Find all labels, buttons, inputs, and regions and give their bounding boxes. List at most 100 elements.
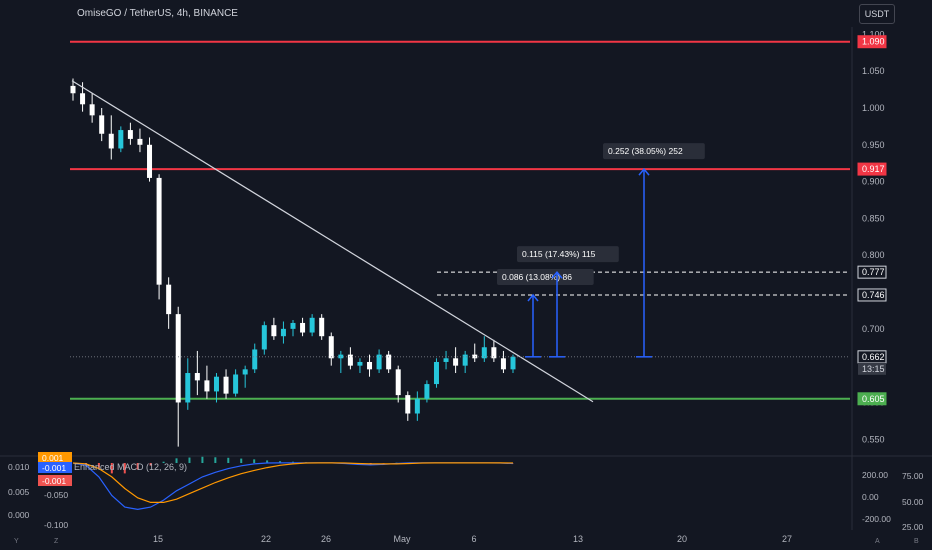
level-price-tag	[857, 288, 887, 302]
macd-left-tick: 0.005	[8, 487, 30, 497]
macd-value-label: 0.001	[42, 453, 64, 463]
rsi-axis-tick: 50.00	[902, 497, 924, 507]
candle-body	[185, 373, 191, 403]
y-tick-label: 0.900	[862, 177, 885, 187]
candle-body	[433, 361, 439, 385]
measure-arrow-head	[551, 270, 563, 279]
signal-line	[72, 462, 514, 503]
candle-body	[424, 384, 430, 399]
candle-body	[472, 354, 478, 359]
bottom-left-letter: Y	[14, 538, 19, 545]
descending-trendline	[71, 80, 594, 403]
candle-body	[156, 177, 162, 285]
macd-right-tick: -200.00	[862, 514, 891, 524]
rsi-axis-tick: 75.00	[902, 471, 924, 481]
candle-body	[242, 369, 248, 375]
countdown-label: 13:15	[862, 364, 885, 374]
macd-value-tag	[38, 462, 72, 473]
candle-body	[271, 325, 277, 337]
candle-body	[204, 380, 210, 392]
candle-body	[70, 85, 76, 94]
candle-body	[386, 354, 392, 370]
macd-right-tick: 0.00	[862, 492, 879, 502]
candle-body	[223, 376, 229, 394]
macd-left-tick: 0.010	[8, 462, 30, 472]
y-tick-label: 0.850	[862, 213, 885, 223]
bottom-right-letter-2: B	[914, 538, 919, 545]
candle-body	[80, 93, 86, 105]
y-tick-label: 0.950	[862, 140, 885, 150]
candle-body	[300, 322, 306, 333]
candle-body	[99, 115, 105, 134]
y-tick-label: 0.700	[862, 324, 885, 334]
candle-body	[147, 144, 153, 178]
candle-body	[319, 317, 325, 337]
x-tick-label: 13	[573, 534, 583, 544]
y-tick-label: 0.550	[862, 434, 885, 444]
candle-body	[280, 328, 286, 337]
candle-body	[175, 314, 181, 403]
y-tick-label: 1.100	[862, 29, 885, 39]
macd-value-label: -0.001	[42, 463, 66, 473]
last-price-label: 0.662	[862, 352, 885, 362]
level-price-tag	[857, 35, 887, 49]
rsi-axis-tick: 25.00	[902, 522, 924, 532]
candle-body	[500, 358, 506, 370]
countdown-tag	[858, 362, 886, 375]
candle-body	[443, 358, 449, 362]
candle-body	[462, 354, 468, 366]
candle-body	[395, 369, 401, 396]
macd-right-tick: 200.00	[862, 470, 888, 480]
candle-body	[367, 361, 373, 370]
candle-body	[89, 104, 95, 116]
x-tick-label: 15	[153, 534, 163, 544]
candle-body	[376, 354, 382, 370]
x-tick-label: 27	[782, 534, 792, 544]
candle-body	[108, 133, 114, 149]
y-tick-label: 0.800	[862, 250, 885, 260]
symbol-title: OmiseGO / TetherUS, 4h, BINANCE	[77, 8, 238, 19]
candle-body	[328, 336, 334, 359]
candle-body	[252, 349, 258, 370]
macd-value-tag	[38, 475, 72, 486]
bottom-left-letter-2: Z	[54, 538, 59, 545]
candle-body	[414, 398, 420, 414]
y-tick-label: 1.000	[862, 103, 885, 113]
candle-body	[137, 138, 143, 145]
candle-body	[309, 317, 315, 333]
candle-body	[347, 354, 353, 366]
x-tick-label: 26	[321, 534, 331, 544]
macd-left-tick: 0.000	[8, 510, 30, 520]
candle-body	[213, 376, 219, 392]
macd-mid-tick: -0.050	[44, 490, 68, 500]
measure-label: 0.115 (17.43%) 115	[522, 249, 596, 259]
candle-body	[261, 325, 267, 350]
candle-body	[166, 284, 172, 315]
candle-body	[453, 358, 459, 366]
macd-value-label: -0.001	[42, 476, 66, 486]
x-tick-label: May	[393, 534, 411, 544]
candle-body	[118, 130, 124, 149]
measure-label-box	[497, 268, 594, 285]
candle-body	[481, 347, 487, 359]
measure-label-box	[603, 143, 705, 160]
measure-arrow-head	[527, 293, 539, 302]
level-price-label: 0.777	[862, 267, 885, 277]
level-price-label: 0.917	[862, 164, 885, 174]
level-price-tag	[857, 392, 887, 406]
macd-title: Enhanced MACD (12, 26, 9)	[74, 462, 187, 472]
candle-body	[491, 347, 497, 359]
x-tick-label: 22	[261, 534, 271, 544]
x-tick-label: 20	[677, 534, 687, 544]
measure-label: 0.252 (38.05%) 252	[608, 146, 683, 156]
candle-body	[290, 322, 296, 329]
candle-body	[194, 373, 200, 381]
bottom-right-letter: A	[875, 538, 880, 545]
level-price-tag	[857, 265, 887, 279]
level-price-label: 1.090	[862, 37, 885, 47]
level-price-label: 0.746	[862, 290, 885, 300]
measure-arrow-head	[638, 167, 650, 176]
currency-button[interactable]: USDT	[859, 4, 895, 24]
